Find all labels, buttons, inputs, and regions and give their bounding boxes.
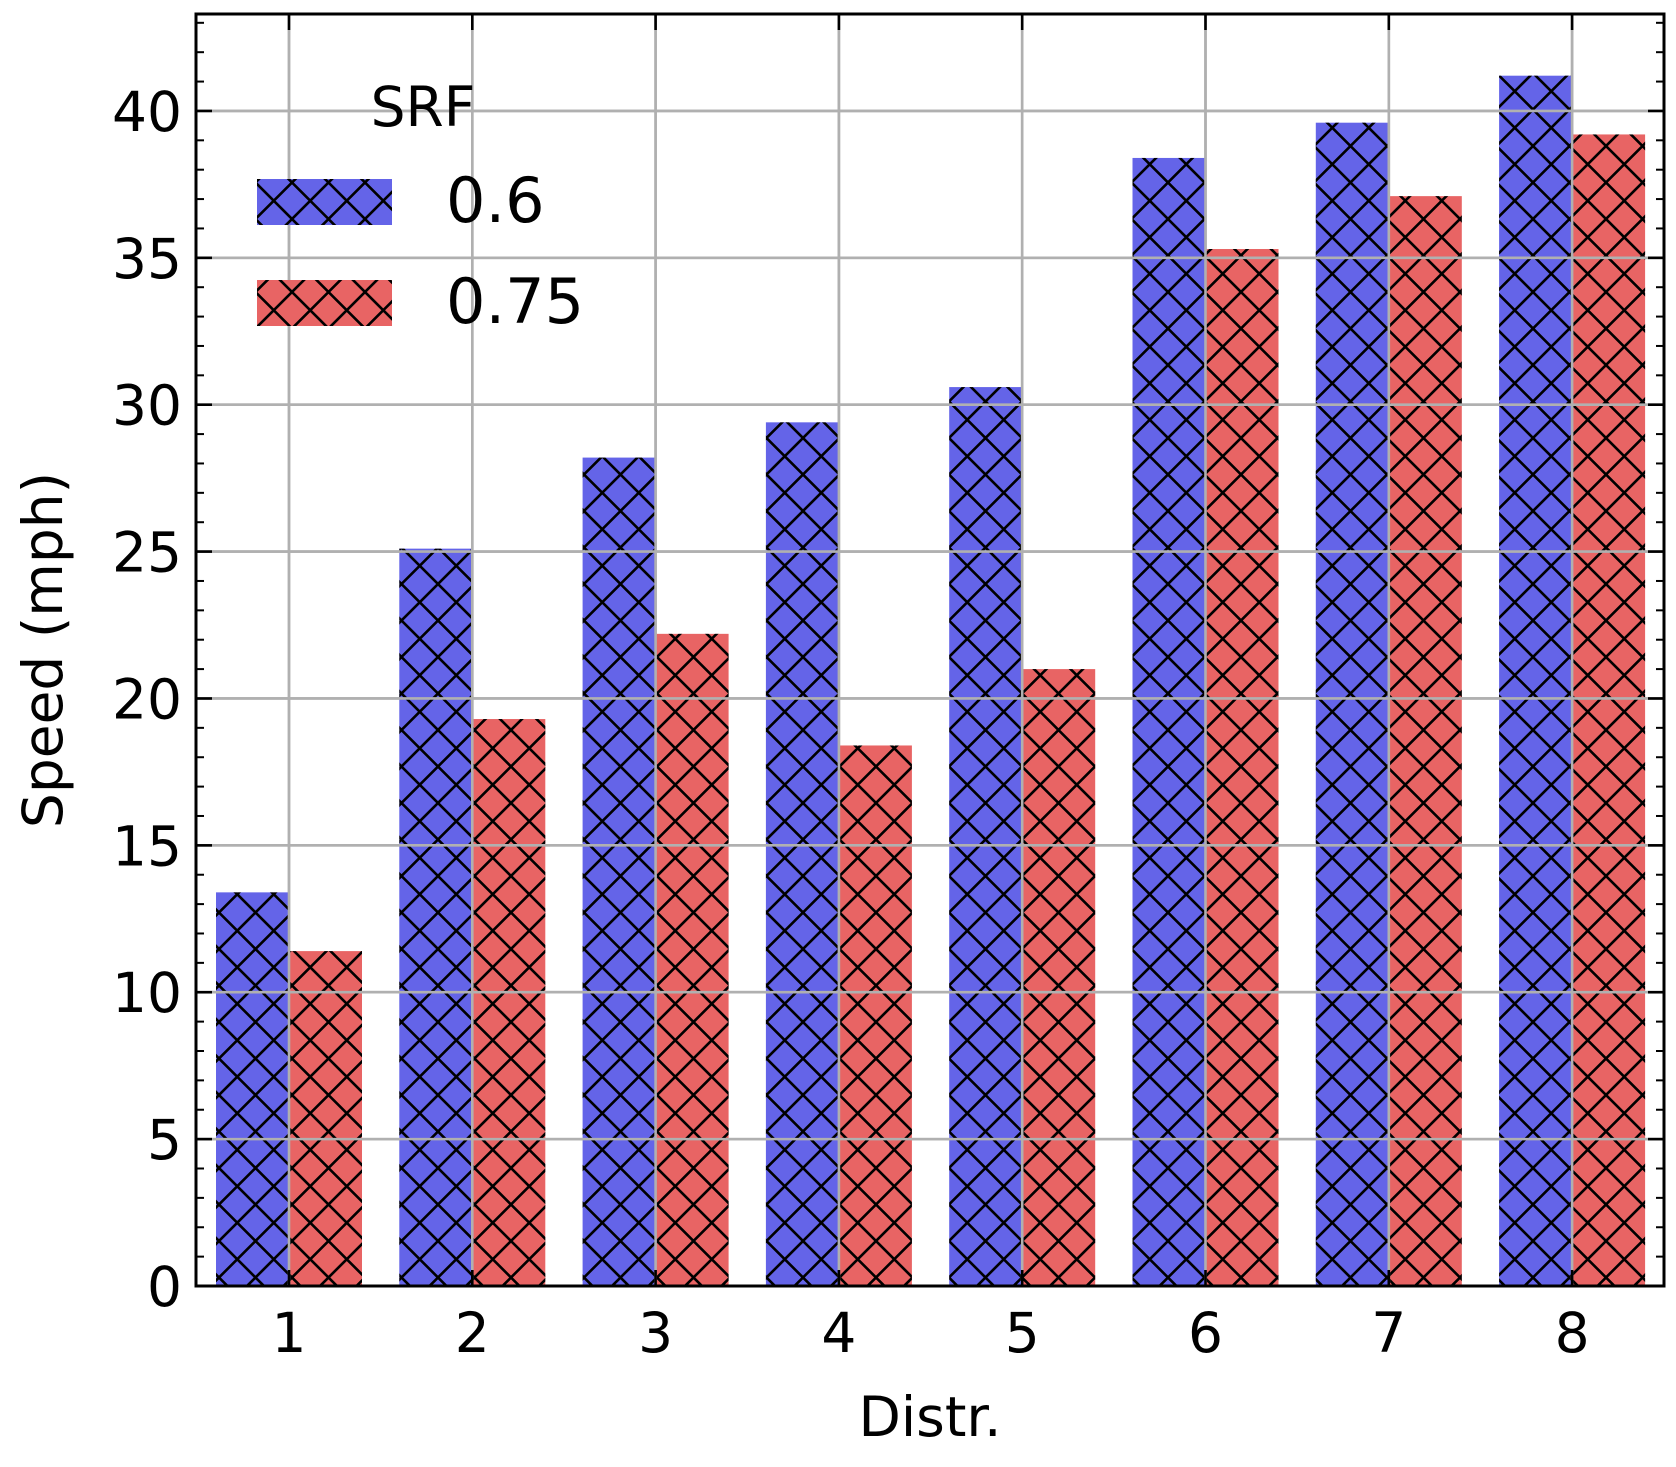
y-tick-label-25: 25 [112, 521, 182, 585]
bar-hatch-srf-0-6-distr-1 [216, 892, 289, 1286]
legend-swatch-hatch-0-75 [257, 280, 392, 326]
bar-hatch-srf-0-75-distr-8 [1572, 134, 1646, 1287]
bar-hatch-srf-0-6-distr-5 [949, 387, 1023, 1287]
legend-title: SRF [371, 75, 476, 139]
x-tick-label-8: 8 [1555, 1301, 1590, 1365]
legend-label-0-6: 0.6 [446, 164, 545, 237]
y-axis-label: Speed (mph) [11, 472, 75, 828]
legend-label-0-75: 0.75 [446, 265, 584, 338]
y-tick-label-10: 10 [112, 961, 182, 1025]
bar-hatch-srf-0-6-distr-4 [765, 422, 839, 1287]
bar-hatch-srf-0-6-distr-6 [1132, 157, 1206, 1286]
x-tick-label-2: 2 [455, 1301, 490, 1365]
x-tick-label-6: 6 [1188, 1301, 1223, 1365]
bar-hatch-srf-0-6-distr-8 [1499, 75, 1573, 1286]
bar-hatch-srf-0-6-distr-2 [399, 548, 473, 1286]
y-tick-label-15: 15 [112, 814, 182, 878]
bar-hatch-srf-0-75-distr-5 [1022, 669, 1096, 1286]
y-tick-label-35: 35 [112, 227, 182, 291]
y-tick-label-30: 30 [112, 374, 182, 438]
bar-hatch-srf-0-75-distr-7 [1388, 196, 1462, 1287]
x-tick-label-7: 7 [1371, 1301, 1406, 1365]
y-tick-label-5: 5 [147, 1108, 182, 1172]
y-tick-label-40: 40 [112, 80, 182, 144]
y-tick-label-20: 20 [112, 667, 182, 731]
bar-hatch-srf-0-75-distr-6 [1205, 249, 1279, 1286]
bar-hatch-srf-0-6-distr-7 [1315, 122, 1389, 1286]
bar-hatch-srf-0-75-distr-3 [655, 633, 729, 1286]
bar-hatch-srf-0-75-distr-2 [472, 719, 546, 1286]
x-tick-label-4: 4 [821, 1301, 856, 1365]
legend-swatch-hatch-0-6 [257, 179, 392, 225]
x-axis-label: Distr. [859, 1385, 1002, 1449]
bar-hatch-srf-0-75-distr-1 [289, 951, 362, 1286]
bar-hatch-srf-0-6-distr-3 [582, 457, 656, 1286]
y-tick-label-0: 0 [147, 1255, 182, 1319]
bar-hatch-srf-0-75-distr-4 [838, 745, 912, 1286]
x-tick-label-1: 1 [272, 1301, 307, 1365]
x-tick-label-3: 3 [638, 1301, 673, 1365]
plot-frame [194, 12, 1666, 1288]
x-tick-label-5: 5 [1005, 1301, 1040, 1365]
